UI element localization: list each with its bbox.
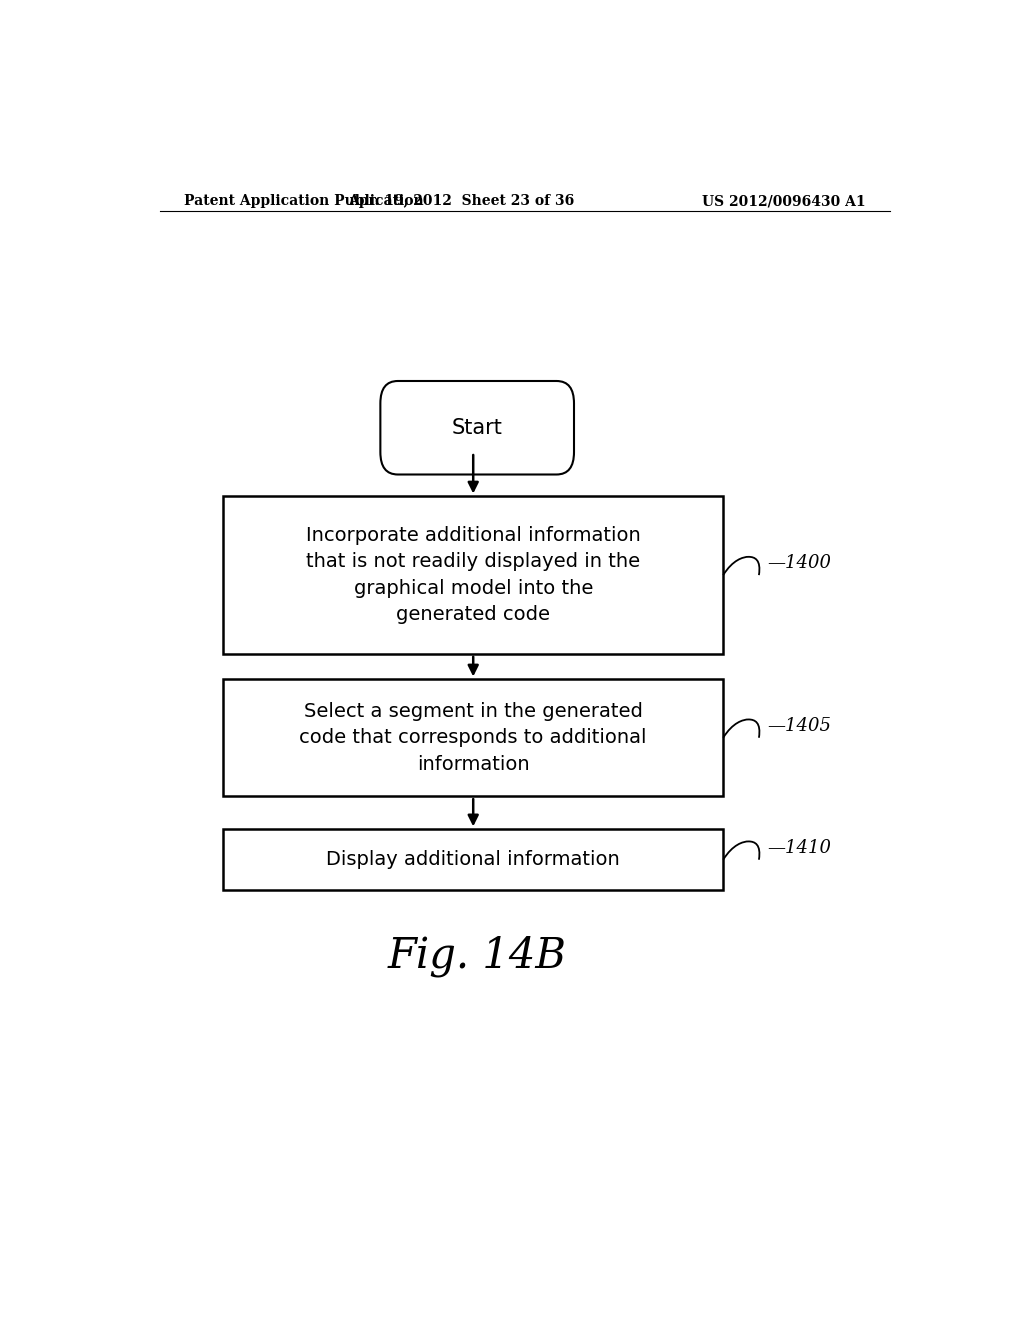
FancyBboxPatch shape xyxy=(380,381,574,474)
FancyBboxPatch shape xyxy=(223,680,723,796)
Text: US 2012/0096430 A1: US 2012/0096430 A1 xyxy=(702,194,866,209)
Text: —1400: —1400 xyxy=(767,554,830,572)
Text: —1410: —1410 xyxy=(767,838,830,857)
Text: —1405: —1405 xyxy=(767,717,830,734)
Text: Fig. 14B: Fig. 14B xyxy=(388,936,566,977)
Text: Display additional information: Display additional information xyxy=(327,850,621,869)
FancyBboxPatch shape xyxy=(223,496,723,653)
Text: Start: Start xyxy=(452,417,503,438)
Text: Apr. 19, 2012  Sheet 23 of 36: Apr. 19, 2012 Sheet 23 of 36 xyxy=(348,194,574,209)
Text: Select a segment in the generated
code that corresponds to additional
informatio: Select a segment in the generated code t… xyxy=(299,702,647,774)
FancyBboxPatch shape xyxy=(223,829,723,890)
Text: Patent Application Publication: Patent Application Publication xyxy=(183,194,423,209)
Text: Incorporate additional information
that is not readily displayed in the
graphica: Incorporate additional information that … xyxy=(306,525,641,624)
